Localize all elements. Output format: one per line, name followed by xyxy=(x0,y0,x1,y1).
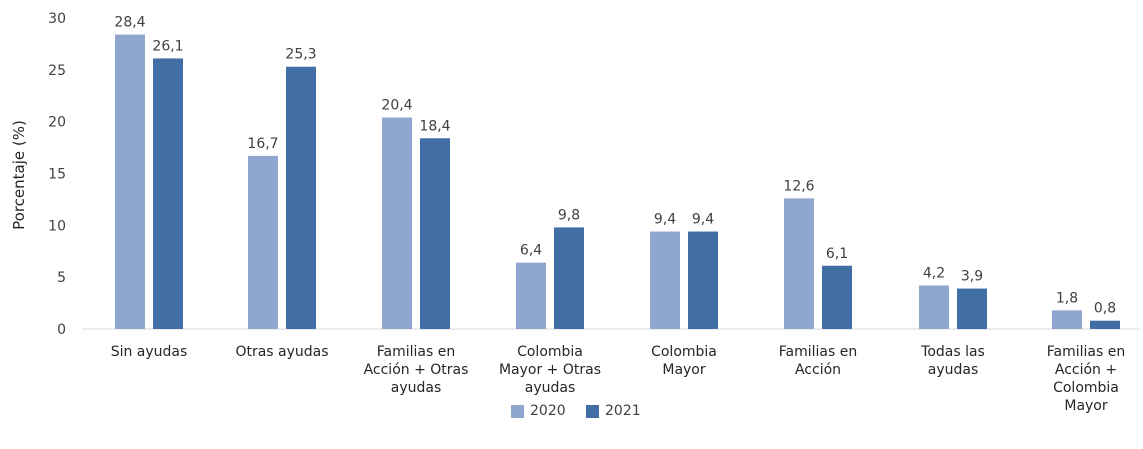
bar-2021 xyxy=(688,231,718,329)
category-label: Sin ayudas xyxy=(111,344,188,360)
y-tick-label: 20 xyxy=(48,115,66,131)
bar-2020 xyxy=(516,262,546,329)
bar-2020 xyxy=(650,231,680,329)
data-label-2021: 9,4 xyxy=(692,212,714,228)
data-label-2020: 4,2 xyxy=(923,265,945,281)
y-tick-label: 5 xyxy=(57,270,66,286)
data-label-2021: 6,1 xyxy=(826,246,848,262)
bar-2020 xyxy=(784,198,814,329)
data-label-2021: 9,8 xyxy=(558,207,580,223)
y-axis-label: Porcentaje (%) xyxy=(10,120,28,230)
data-label-2020: 12,6 xyxy=(783,178,814,194)
bar-2021 xyxy=(153,58,183,330)
bar-2020 xyxy=(919,285,949,329)
bar-2020 xyxy=(382,117,412,330)
data-label-2021: 26,1 xyxy=(152,38,183,54)
data-label-2021: 25,3 xyxy=(285,47,316,63)
data-label-2020: 20,4 xyxy=(381,98,412,114)
data-label-2021: 3,9 xyxy=(961,269,983,285)
data-label-2020: 28,4 xyxy=(114,15,145,31)
bar-2020 xyxy=(1052,310,1082,329)
category-label: Colombia Mayor + Otras ayudas xyxy=(499,344,601,396)
category-label: Colombia Mayor xyxy=(651,344,717,378)
data-label-2020: 1,8 xyxy=(1056,290,1078,306)
category-label: Todas las ayudas xyxy=(920,344,985,378)
category-label: Otras ayudas xyxy=(235,344,328,360)
category-label: Familias en Acción + Colombia Mayor xyxy=(1047,344,1125,414)
y-tick-label: 25 xyxy=(48,63,66,79)
bars: 28,4 26,1 16,7 25,3 20,4 18,4 6,4 9,8 9,4 9,4 12,6… xyxy=(114,15,1120,330)
category-label: Familias en Acción xyxy=(779,344,857,378)
bar-2021 xyxy=(1090,320,1120,329)
data-label-2021: 0,8 xyxy=(1094,301,1116,317)
bar-2021 xyxy=(420,138,450,329)
category-labels: Sin ayudas Otras ayudas Familias en Acción … xyxy=(111,344,1126,414)
data-label-2020: 9,4 xyxy=(654,212,676,228)
bar-2021 xyxy=(286,66,316,330)
y-tick-label: 15 xyxy=(48,167,66,183)
y-tick-label: 10 xyxy=(48,218,66,234)
bar-2020 xyxy=(248,155,278,329)
y-tick-label: 0 xyxy=(57,322,66,338)
bar-2021 xyxy=(554,227,584,329)
bar-2021 xyxy=(957,288,987,329)
data-label-2020: 6,4 xyxy=(520,243,542,259)
category-label: Familias en Acción + Otras ayudas xyxy=(364,344,469,396)
bar-2020 xyxy=(115,34,145,329)
data-label-2020: 16,7 xyxy=(247,136,278,152)
data-label-2021: 18,4 xyxy=(419,118,450,134)
y-tick-label: 30 xyxy=(48,11,66,27)
bar-2021 xyxy=(822,265,852,329)
y-axis: 0 5 10 15 20 25 30 xyxy=(48,11,66,338)
